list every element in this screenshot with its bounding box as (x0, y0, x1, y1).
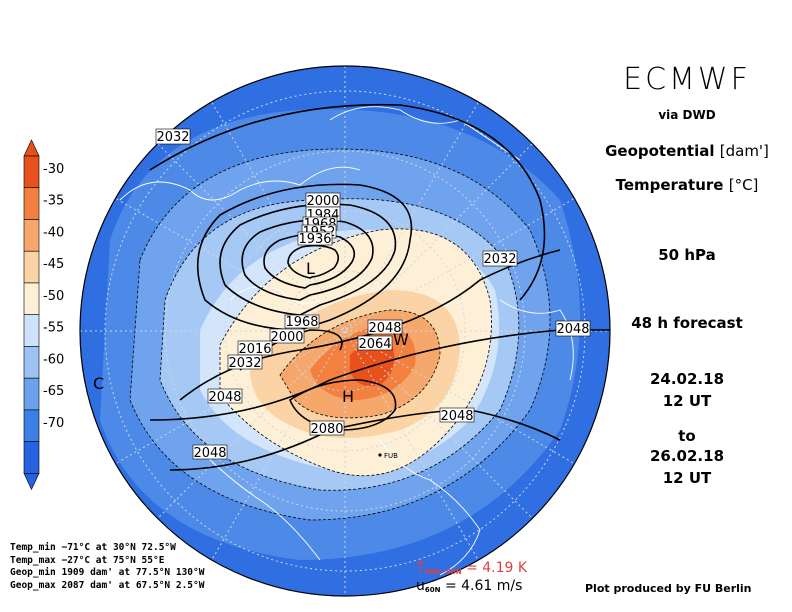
start-date: 24.02.18 (649, 370, 725, 388)
end-date: 26.02.18 (649, 447, 725, 465)
warm-marker: W (393, 330, 409, 349)
contour-labels: 2032 2000 1984 1968 1952 1936 2032 2048 … (155, 128, 591, 461)
contour-label: 2064 (358, 337, 391, 352)
contour-label: 2080 (310, 422, 343, 437)
contour-label: 2048 (208, 390, 241, 405)
colorbar-label: -60 (43, 352, 64, 367)
colorbar-label: -45 (43, 257, 64, 272)
var1-name: Geopotential (605, 142, 715, 160)
pressure-level: 50 hPa (658, 246, 716, 264)
contour-label: 2032 (483, 252, 516, 267)
var2-name: Temperature (615, 176, 724, 194)
brand-title: ECMWF (623, 62, 751, 97)
stat-temp-min: Temp_min −71°C at 30°N 72.5°W (10, 542, 176, 553)
high-marker: H (342, 387, 354, 406)
tdiff-sub: 90N−60N (424, 568, 462, 576)
colorbar-label: -65 (43, 384, 64, 399)
contour-label: 2016 (238, 342, 271, 357)
stat-geop-min: Geop_min 1909 dam' at 77.5°N 130°W (10, 567, 205, 578)
variable-geopotential: Geopotential [dam'] (592, 142, 782, 160)
data-source: via DWD (658, 108, 716, 122)
colorbar-top-arrow (23, 139, 40, 157)
zonal-wind: u60N = 4.61 m/s (416, 578, 522, 594)
end-time: 12 UT (662, 469, 712, 487)
colorbar-label: -40 (43, 225, 64, 240)
to-label: to (678, 427, 696, 445)
contour-label: 2032 (156, 130, 189, 145)
colorbar-label: -35 (43, 194, 64, 209)
station-label: FUB (384, 452, 398, 460)
contour-label: 1936 (298, 232, 331, 247)
contour-label: 2000 (306, 194, 339, 209)
contour-label: 2000 (270, 330, 303, 345)
colorbar-segment (23, 282, 40, 315)
isotherms (129, 148, 551, 521)
contour-label: 2048 (368, 321, 401, 336)
contour-label: 2048 (193, 446, 226, 461)
cold-marker: C (93, 374, 104, 393)
coastlines (119, 106, 574, 576)
contour-label: 2032 (228, 356, 261, 371)
stat-temp-max: Temp_max −27°C at 75°N 55°E (10, 554, 165, 566)
colorbar-segment (23, 250, 40, 284)
tdiff-value: = 4.19 K (466, 560, 528, 576)
colorbar-segment (23, 314, 40, 347)
tdiff-prefix: T (416, 560, 425, 576)
var2-unit: [°C] (728, 176, 759, 194)
uwind-prefix: u (416, 578, 425, 594)
colorbar-segment (23, 346, 40, 379)
colorbar-segment (23, 409, 40, 442)
colorbar-label: -50 (43, 289, 64, 304)
colorbar-segment (23, 219, 40, 252)
start-time: 12 UT (662, 392, 712, 410)
colorbar-segment (23, 155, 40, 189)
variable-temperature: Temperature [°C] (592, 176, 782, 194)
stat-geop-max: Geop_max 2087 dam' at 67.5°N 2.5°W (10, 579, 205, 591)
stats-block: Temp_min −71°C at 30°N 72.5°W Temp_max −… (10, 542, 204, 592)
colorbar: -30 -35 -40 -45 -50 -55 -60 -65 -70 (23, 139, 64, 491)
colorbar-segment (23, 441, 40, 474)
colorbar-label: -55 (43, 321, 64, 336)
colorbar-label: -30 (43, 162, 64, 177)
colorbar-segment (23, 187, 40, 220)
uwind-sub: 60N (424, 586, 441, 594)
credit-line: Plot produced by FU Berlin (585, 582, 752, 595)
colorbar-label: -70 (43, 416, 64, 431)
map-boundary (79, 65, 611, 597)
contour-label: 2048 (556, 322, 589, 337)
low-marker: L (306, 259, 315, 278)
forecast-hours: 48 h forecast (631, 314, 743, 332)
var1-unit: [dam'] (719, 142, 769, 160)
contour-label: 1968 (285, 315, 318, 330)
uwind-value: = 4.61 m/s (444, 578, 523, 594)
colorbar-segment (23, 377, 40, 411)
temperature-difference: T90N−60N = 4.19 K (416, 560, 527, 576)
station-dot (378, 453, 382, 457)
colorbar-bottom-arrow (23, 473, 40, 491)
contour-label: 2048 (440, 409, 473, 424)
